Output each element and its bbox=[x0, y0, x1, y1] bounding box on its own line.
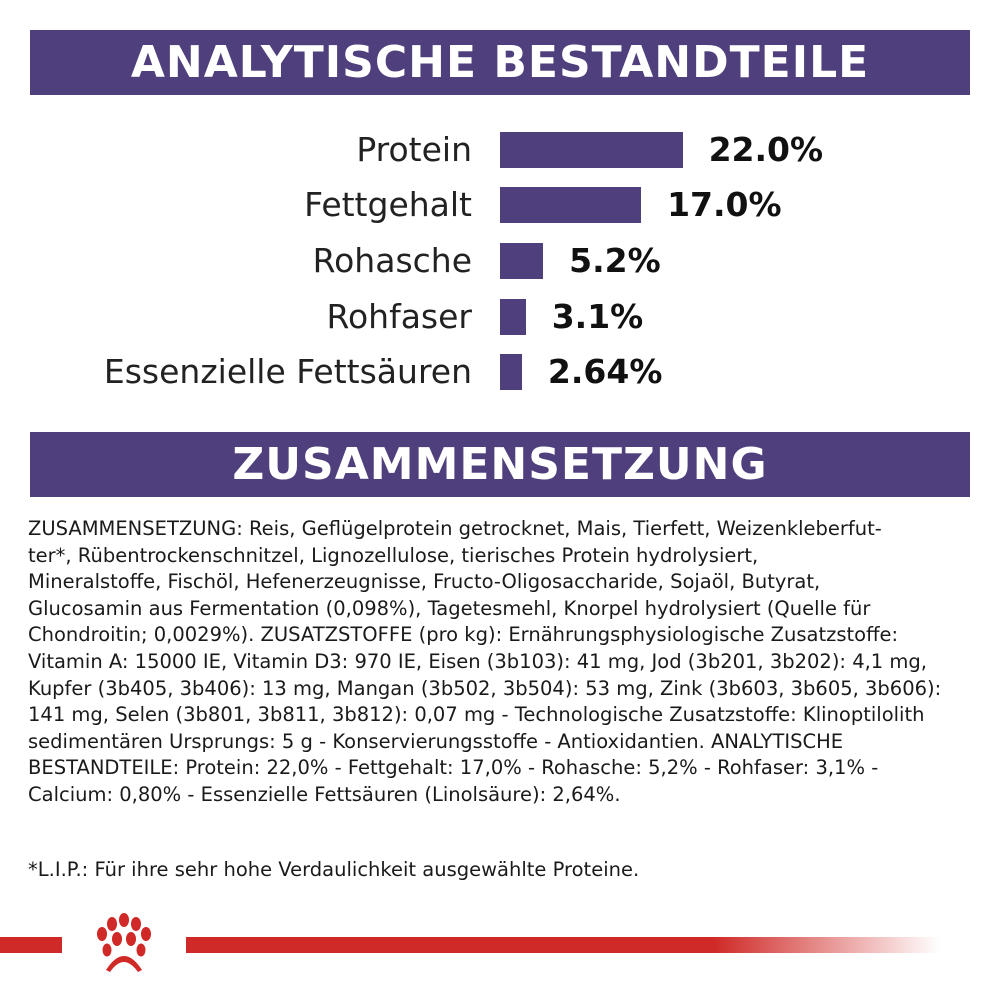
chart-row: Fettgehalt 17.0% bbox=[0, 185, 1000, 225]
bar-label: Rohfaser bbox=[326, 297, 472, 336]
bar-value-label: 22.0% bbox=[708, 130, 824, 169]
composition-text: ZUSAMMENSETZUNG: Reis, Geflügelprotein g… bbox=[28, 516, 988, 809]
composition-line: BESTANDTEILE: Protein: 22,0% - Fettgehal… bbox=[28, 756, 879, 780]
bar-label: Rohasche bbox=[312, 241, 472, 280]
bar bbox=[500, 187, 642, 223]
footer-red-line bbox=[0, 937, 940, 953]
bar-value-label: 2.64% bbox=[547, 352, 663, 391]
bar-label: Protein bbox=[356, 130, 472, 169]
section-header-zusammensetzung: ZUSAMMENSETZUNG bbox=[30, 432, 970, 497]
composition-line: Kupfer (3b405, 3b406): 13 mg, Mangan (3b… bbox=[28, 676, 942, 700]
bar-value-label: 17.0% bbox=[667, 185, 782, 224]
bar-label: Fettgehalt bbox=[304, 185, 472, 224]
composition-line: Chondroitin; 0,0029%). ZUSATZSTOFFE (pro… bbox=[28, 623, 899, 647]
chart-row: Protein 22.0% bbox=[0, 130, 1000, 170]
composition-line: Calcium: 0,80% - Essenzielle Fettsäuren … bbox=[28, 782, 621, 806]
composition-line: Vitamin A: 15000 IE, Vitamin D3: 970 IE,… bbox=[28, 649, 927, 673]
bar bbox=[500, 299, 526, 335]
royal-canin-crown-icon bbox=[62, 912, 186, 976]
footnote: *L.I.P.: Für ihre sehr hohe Verdaulichke… bbox=[28, 858, 640, 881]
bar bbox=[500, 243, 544, 279]
section-header-analytische-bestandteile: ANALYTISCHE BESTANDTEILE bbox=[30, 30, 970, 95]
composition-line: ZUSAMMENSETZUNG: Reis, Geflügelprotein g… bbox=[28, 517, 882, 540]
bar-label: Essenzielle Fettsäuren bbox=[103, 352, 472, 391]
bar bbox=[500, 132, 683, 168]
composition-line: 141 mg, Selen (3b801, 3b811, 3b812): 0,0… bbox=[28, 703, 925, 727]
bar bbox=[500, 354, 522, 390]
composition-line: Glucosamin aus Fermentation (0,098%), Ta… bbox=[28, 596, 871, 620]
composition-line: ter*, Rübentrockenschnitzel, Lignozellul… bbox=[28, 543, 759, 567]
bar-value-label: 5.2% bbox=[569, 241, 661, 280]
chart-row: Rohfaser 3.1% bbox=[0, 297, 1000, 337]
composition-line: Mineralstoffe, Fischöl, Hefenerzeugnisse… bbox=[28, 570, 821, 594]
bar-value-label: 3.1% bbox=[551, 297, 644, 336]
chart-row: Rohasche 5.2% bbox=[0, 241, 1000, 281]
chart-row: Essenzielle Fettsäuren 2.64% bbox=[0, 352, 1000, 392]
composition-line: sedimentären Ursprungs: 5 g - Konservier… bbox=[28, 729, 844, 753]
